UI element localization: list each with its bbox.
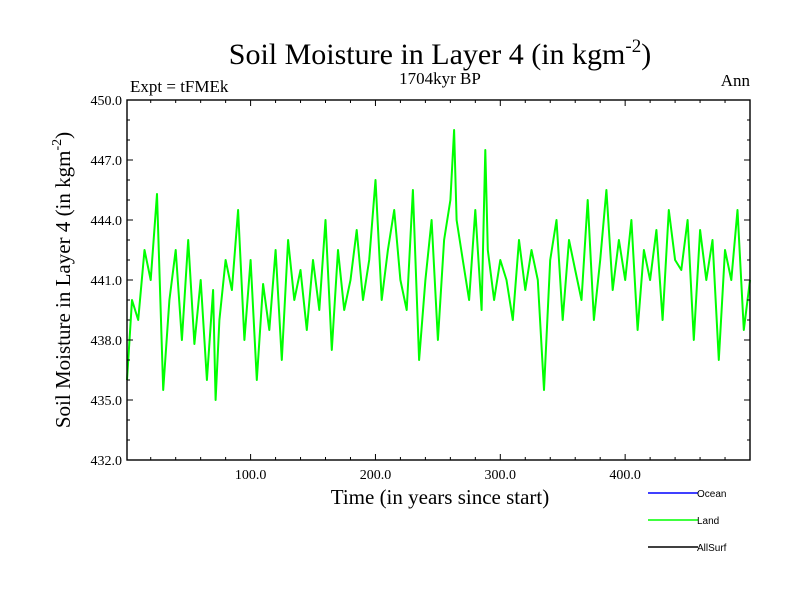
y-tick-label: 447.0 [91,154,123,169]
x-tick-label: 200.0 [360,468,392,483]
y-tick-label: 432.0 [91,454,123,469]
legend-label-allsurf: AllSurf [697,543,727,554]
y-axis-label: Soil Moisture in Layer 4 (in kgm-2) [50,132,75,428]
legend-label-ocean: Ocean [697,489,726,500]
y-tick-label: 435.0 [91,394,123,409]
x-tick-label: 400.0 [609,468,641,483]
legend: Ocean Land AllSurf [648,489,727,554]
x-axis-label: Time (in years since start) [331,485,550,509]
y-tick-label: 444.0 [91,214,123,229]
axis-ticks: 432.0 435.0 438.0 441.0 444.0 447.0 450.0 100.0… [91,94,750,483]
x-tick-label: 300.0 [485,468,517,483]
plot-series [126,129,751,401]
x-tick-label: 100.0 [235,468,267,483]
plot-frame [126,99,751,461]
experiment-label: Expt = tFMEk [130,77,229,96]
season-label: Ann [721,71,751,90]
chart-title: Soil Moisture in Layer 4 (in kgm-2) [229,36,651,71]
period-label: 1704kyr BP [399,69,481,88]
y-tick-label: 441.0 [91,274,123,289]
legend-label-land: Land [697,516,719,527]
y-tick-label: 450.0 [91,94,123,109]
series-line-land [126,129,751,401]
y-tick-label: 438.0 [91,334,123,349]
